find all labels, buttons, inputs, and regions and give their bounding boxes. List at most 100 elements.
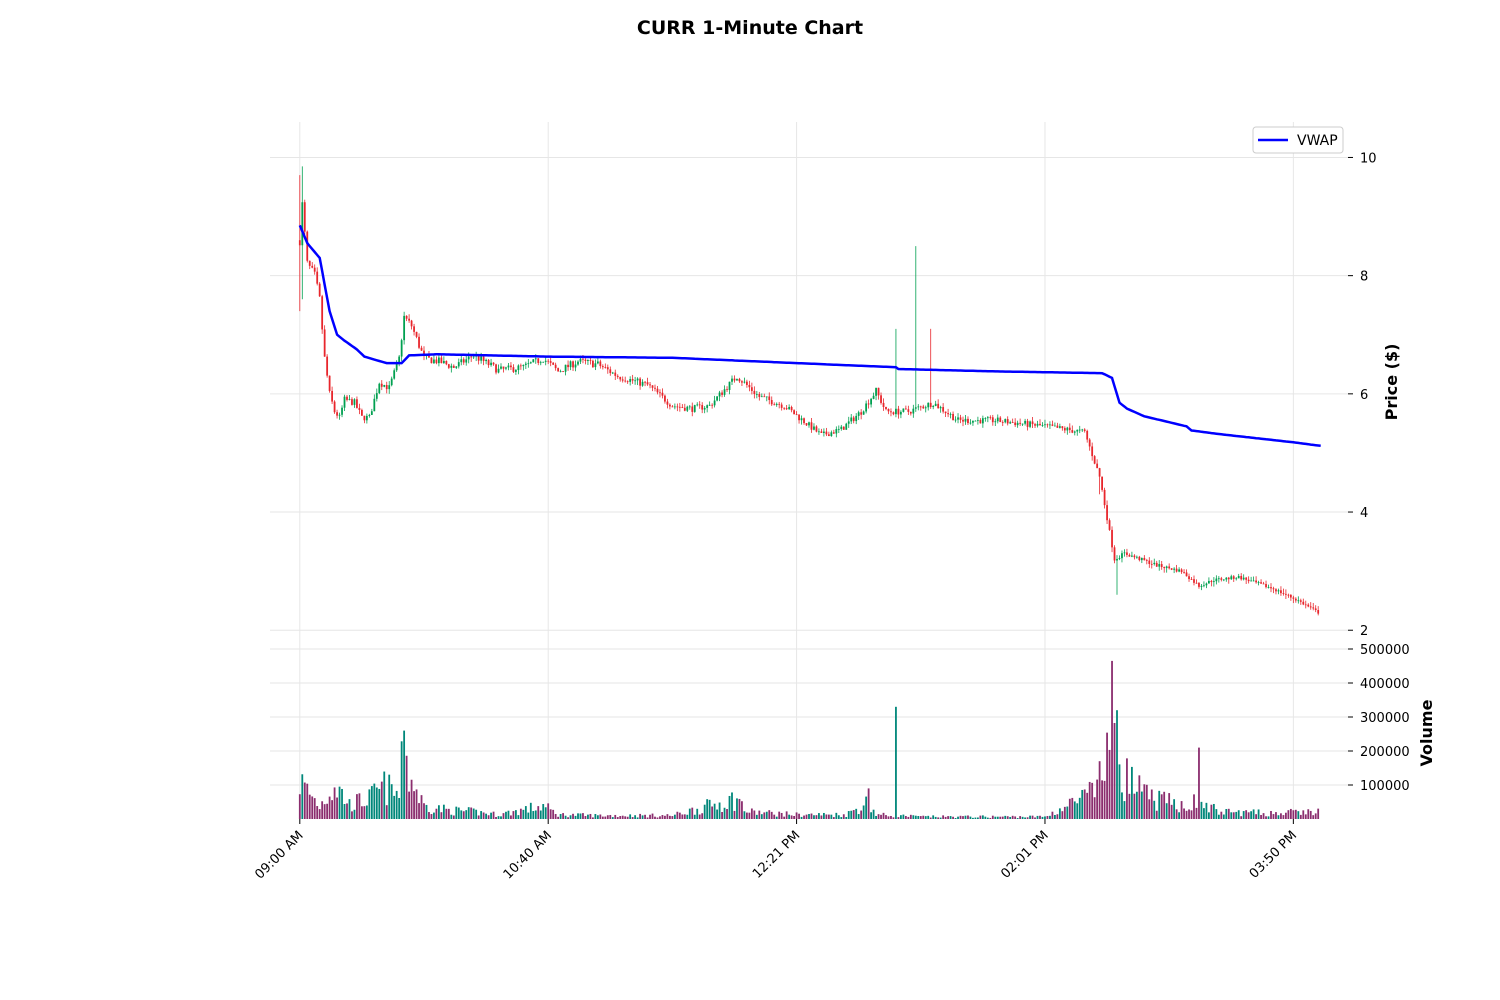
candle-body — [872, 395, 875, 399]
volume-bar — [880, 814, 882, 819]
candle-body — [1021, 423, 1024, 425]
candle-body — [904, 408, 907, 410]
volume-bar — [1280, 813, 1282, 819]
candle-body — [1111, 529, 1113, 548]
volume-bar — [785, 811, 788, 819]
volume-bar — [847, 811, 850, 819]
candle-body — [1128, 554, 1131, 557]
candle-body — [532, 359, 535, 363]
candle-body — [326, 356, 329, 376]
volume-bar — [1242, 811, 1245, 819]
volume-bar — [405, 755, 408, 819]
candle-body — [726, 389, 728, 391]
candle-body — [661, 392, 664, 396]
candle-body — [862, 411, 865, 415]
volume-bar — [1036, 815, 1039, 819]
volume-bar — [1287, 810, 1290, 819]
volume-bar — [594, 814, 597, 819]
volume-bar — [1011, 815, 1014, 819]
candle-body — [1158, 564, 1161, 567]
candle-body — [1190, 579, 1193, 580]
price-axis-label: Price ($) — [1382, 344, 1401, 421]
volume-bar — [1058, 808, 1061, 819]
candle-body — [845, 423, 848, 430]
volume-bar — [937, 817, 940, 819]
candle-body — [1299, 600, 1302, 602]
candle-body — [1106, 505, 1108, 521]
candle-body — [589, 360, 592, 361]
volume-bar — [875, 815, 877, 819]
candle-body — [557, 368, 560, 372]
candle-body — [522, 364, 525, 367]
volume-bar — [1044, 816, 1046, 819]
volume-bar — [1220, 811, 1223, 819]
volume-bar — [1285, 812, 1287, 819]
volume-bar — [666, 814, 669, 819]
candle-body — [512, 367, 515, 372]
candle-body — [1118, 558, 1121, 559]
volume-bar — [639, 813, 641, 819]
volume-bar — [683, 814, 686, 819]
volume-bar — [872, 809, 875, 819]
volume-bar — [1260, 814, 1262, 819]
candle-body — [959, 417, 962, 420]
volume-bar — [810, 813, 813, 819]
volume-bar — [676, 811, 679, 819]
volume-bar — [1135, 791, 1138, 819]
volume-bar — [1029, 815, 1031, 819]
candle-body — [500, 366, 502, 369]
candle-body — [298, 240, 301, 246]
volume-bar — [428, 812, 430, 819]
volume-axis-label: Volume — [1417, 699, 1436, 766]
candle-body — [1126, 552, 1128, 555]
volume-bar — [572, 813, 574, 819]
candle-body — [524, 363, 527, 365]
candle-body — [678, 406, 681, 408]
volume-bar — [1227, 808, 1230, 819]
volume-bar — [569, 815, 572, 819]
candle-body — [790, 406, 793, 411]
volume-bar — [606, 815, 609, 819]
candle-body — [1068, 427, 1071, 431]
candle-body — [1292, 597, 1295, 599]
volume-bar — [959, 815, 962, 819]
candle-body — [1215, 578, 1218, 582]
volume-bar — [800, 816, 803, 819]
volume-bar — [477, 815, 480, 819]
candle-body — [1078, 429, 1081, 431]
candle-body — [703, 407, 706, 410]
volume-bar — [562, 813, 564, 819]
candle-body — [549, 361, 552, 363]
candle-body — [1235, 578, 1238, 580]
candle-body — [1170, 568, 1173, 570]
candle-body — [1180, 569, 1183, 573]
candle-body — [636, 378, 639, 381]
candle-body — [718, 392, 721, 397]
volume-bar — [447, 808, 450, 819]
candle-body — [611, 372, 614, 374]
candle-body — [641, 381, 644, 386]
volume-bar — [393, 795, 396, 819]
volume-bar — [716, 809, 718, 819]
volume-bar — [1160, 794, 1163, 819]
volume-bar — [793, 815, 795, 819]
candle-body — [1285, 593, 1287, 595]
candle-body — [529, 362, 532, 364]
candle-body — [1054, 425, 1056, 427]
candle-body — [1014, 422, 1017, 426]
volume-bar — [592, 817, 594, 819]
volume-bar — [815, 815, 818, 819]
candle-body — [1173, 568, 1176, 570]
candle-body — [1066, 427, 1069, 431]
volume-bar — [519, 808, 522, 819]
candle-body — [798, 414, 800, 421]
volume-bar — [803, 815, 805, 819]
price-candles — [298, 166, 1320, 616]
candle-body — [952, 413, 954, 421]
volume-bar — [1163, 791, 1166, 819]
candle-body — [457, 362, 460, 367]
volume-bar — [502, 813, 505, 819]
candle-body — [1009, 422, 1012, 424]
candle-body — [621, 379, 624, 381]
volume-bar — [852, 810, 855, 819]
